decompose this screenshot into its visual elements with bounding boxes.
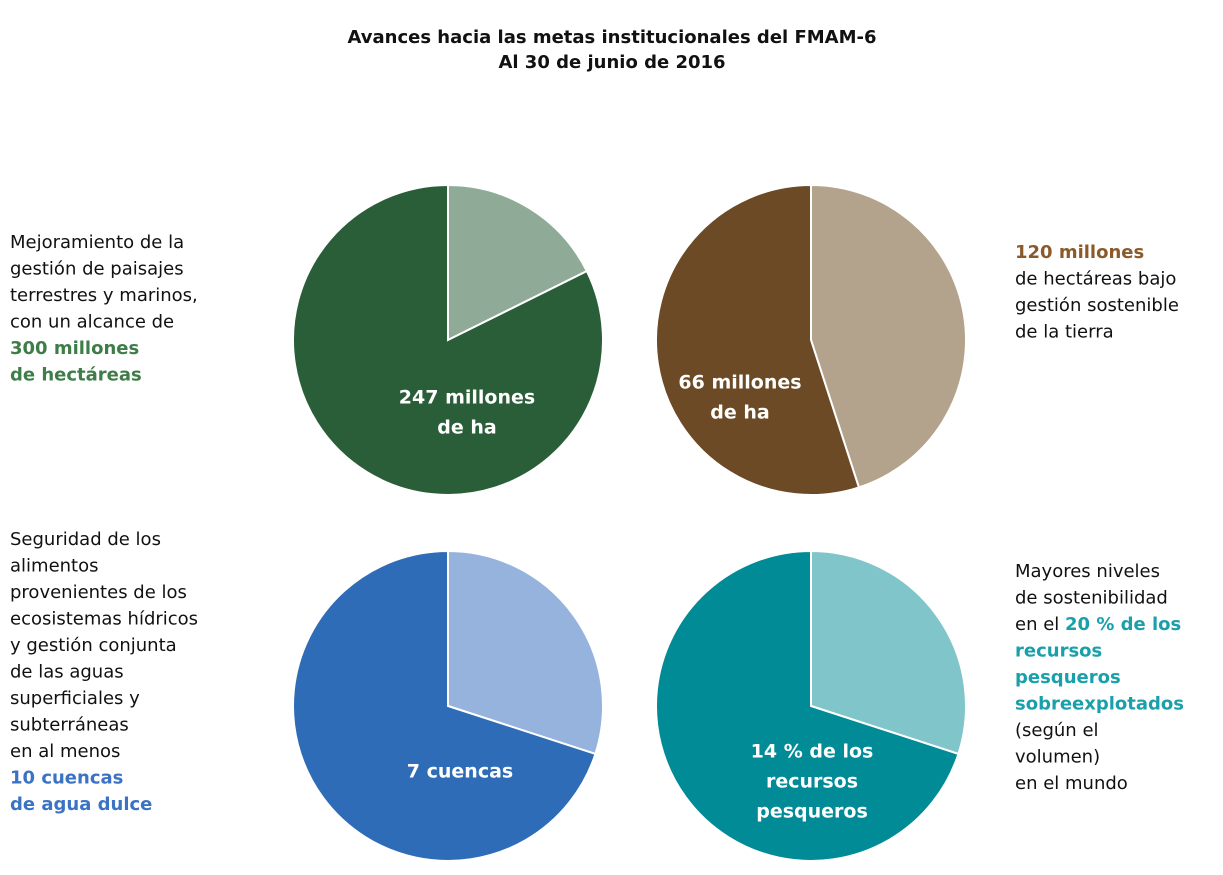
pie-slice [292, 183, 604, 496]
description-text: alimentos [10, 556, 99, 577]
description-text: 300 millones [10, 338, 139, 359]
pie-slice [447, 183, 589, 342]
pie-slice [655, 183, 861, 496]
description-text: Seguridad de los [10, 529, 161, 550]
description-line: en el mundo [1015, 773, 1128, 794]
description-line: de hectáreas bajo [1015, 269, 1176, 290]
description-line: de la tierra [1015, 322, 1114, 343]
description-line: terrestres y marinos, [10, 285, 198, 306]
description-text: y gestión conjunta [10, 635, 177, 656]
description-text: de hectáreas [10, 365, 142, 386]
description-line: en el 20 % de los [1015, 614, 1181, 635]
description-text: subterráneas [10, 715, 129, 736]
chart-subtitle: Al 30 de junio de 2016 [498, 52, 725, 73]
description-text: 20 % de los [1065, 614, 1181, 635]
chart-title: Avances hacia las metas institucionales … [347, 27, 876, 48]
description-text: sobreexplotados [1015, 694, 1184, 715]
description-text: volumen) [1015, 747, 1100, 768]
pie-slice [447, 549, 604, 756]
description-text: de la tierra [1015, 322, 1114, 343]
description-line: volumen) [1015, 747, 1100, 768]
description-text: gestión sostenible [1015, 295, 1179, 316]
description-text: en el mundo [1015, 773, 1128, 794]
description-line: provenientes de los [10, 582, 187, 603]
description-text: en al menos [10, 741, 120, 762]
description-text: con un alcance de [10, 312, 174, 333]
description-text: ecosistemas hídricos [10, 609, 198, 630]
pie-slice [292, 549, 597, 862]
description-line: Mejoramiento de la [10, 232, 184, 253]
pie-slice [655, 549, 960, 862]
description-text: recursos [1015, 641, 1102, 662]
description-line: gestión de paisajes [10, 259, 184, 280]
pie-slice [810, 183, 967, 489]
value-label: 247 millones [399, 387, 535, 409]
value-label: 66 millones [678, 372, 801, 394]
description-line: gestión sostenible [1015, 295, 1179, 316]
description-line: de sostenibilidad [1015, 588, 1168, 609]
description-line: y gestión conjunta [10, 635, 177, 656]
description-line: de agua dulce [10, 794, 152, 815]
description-line: 300 millones [10, 338, 139, 359]
description-line: 10 cuencas [10, 768, 123, 789]
description-line: de hectáreas [10, 365, 142, 386]
description-text: en el [1015, 614, 1065, 635]
description-line: Mayores niveles [1015, 561, 1160, 582]
description-line: subterráneas [10, 715, 129, 736]
value-label: pesqueros [756, 801, 868, 823]
description-line: alimentos [10, 556, 99, 577]
value-label: recursos [766, 771, 858, 793]
value-label: 7 cuencas [407, 761, 513, 783]
value-label: 14 % de los [751, 741, 874, 763]
description-line: ecosistemas hídricos [10, 609, 198, 630]
description-line: de las aguas [10, 662, 124, 683]
description-text: provenientes de los [10, 582, 187, 603]
description-text: de las aguas [10, 662, 124, 683]
description-line: en al menos [10, 741, 120, 762]
description-line: superficiales y [10, 688, 140, 709]
description-line: sobreexplotados [1015, 694, 1184, 715]
description-line: con un alcance de [10, 312, 174, 333]
description-text: superficiales y [10, 688, 140, 709]
description-line: recursos [1015, 641, 1102, 662]
description-text: de hectáreas bajo [1015, 269, 1176, 290]
description-text: Mejoramiento de la [10, 232, 184, 253]
description-line: Seguridad de los [10, 529, 161, 550]
description-text: 10 cuencas [10, 768, 123, 789]
description-text: 120 millones [1015, 242, 1144, 263]
pie-slice [810, 549, 967, 756]
description-text: Mayores niveles [1015, 561, 1160, 582]
description-line: (según el [1015, 720, 1099, 741]
description-text: de sostenibilidad [1015, 588, 1168, 609]
description-line: pesqueros [1015, 667, 1121, 688]
description-text: de agua dulce [10, 794, 152, 815]
description-line: 120 millones [1015, 242, 1144, 263]
value-label: de ha [437, 417, 496, 439]
value-label: de ha [710, 402, 769, 424]
description-text: pesqueros [1015, 667, 1121, 688]
description-text: gestión de paisajes [10, 259, 184, 280]
description-text: terrestres y marinos, [10, 285, 198, 306]
description-text: (según el [1015, 720, 1099, 741]
